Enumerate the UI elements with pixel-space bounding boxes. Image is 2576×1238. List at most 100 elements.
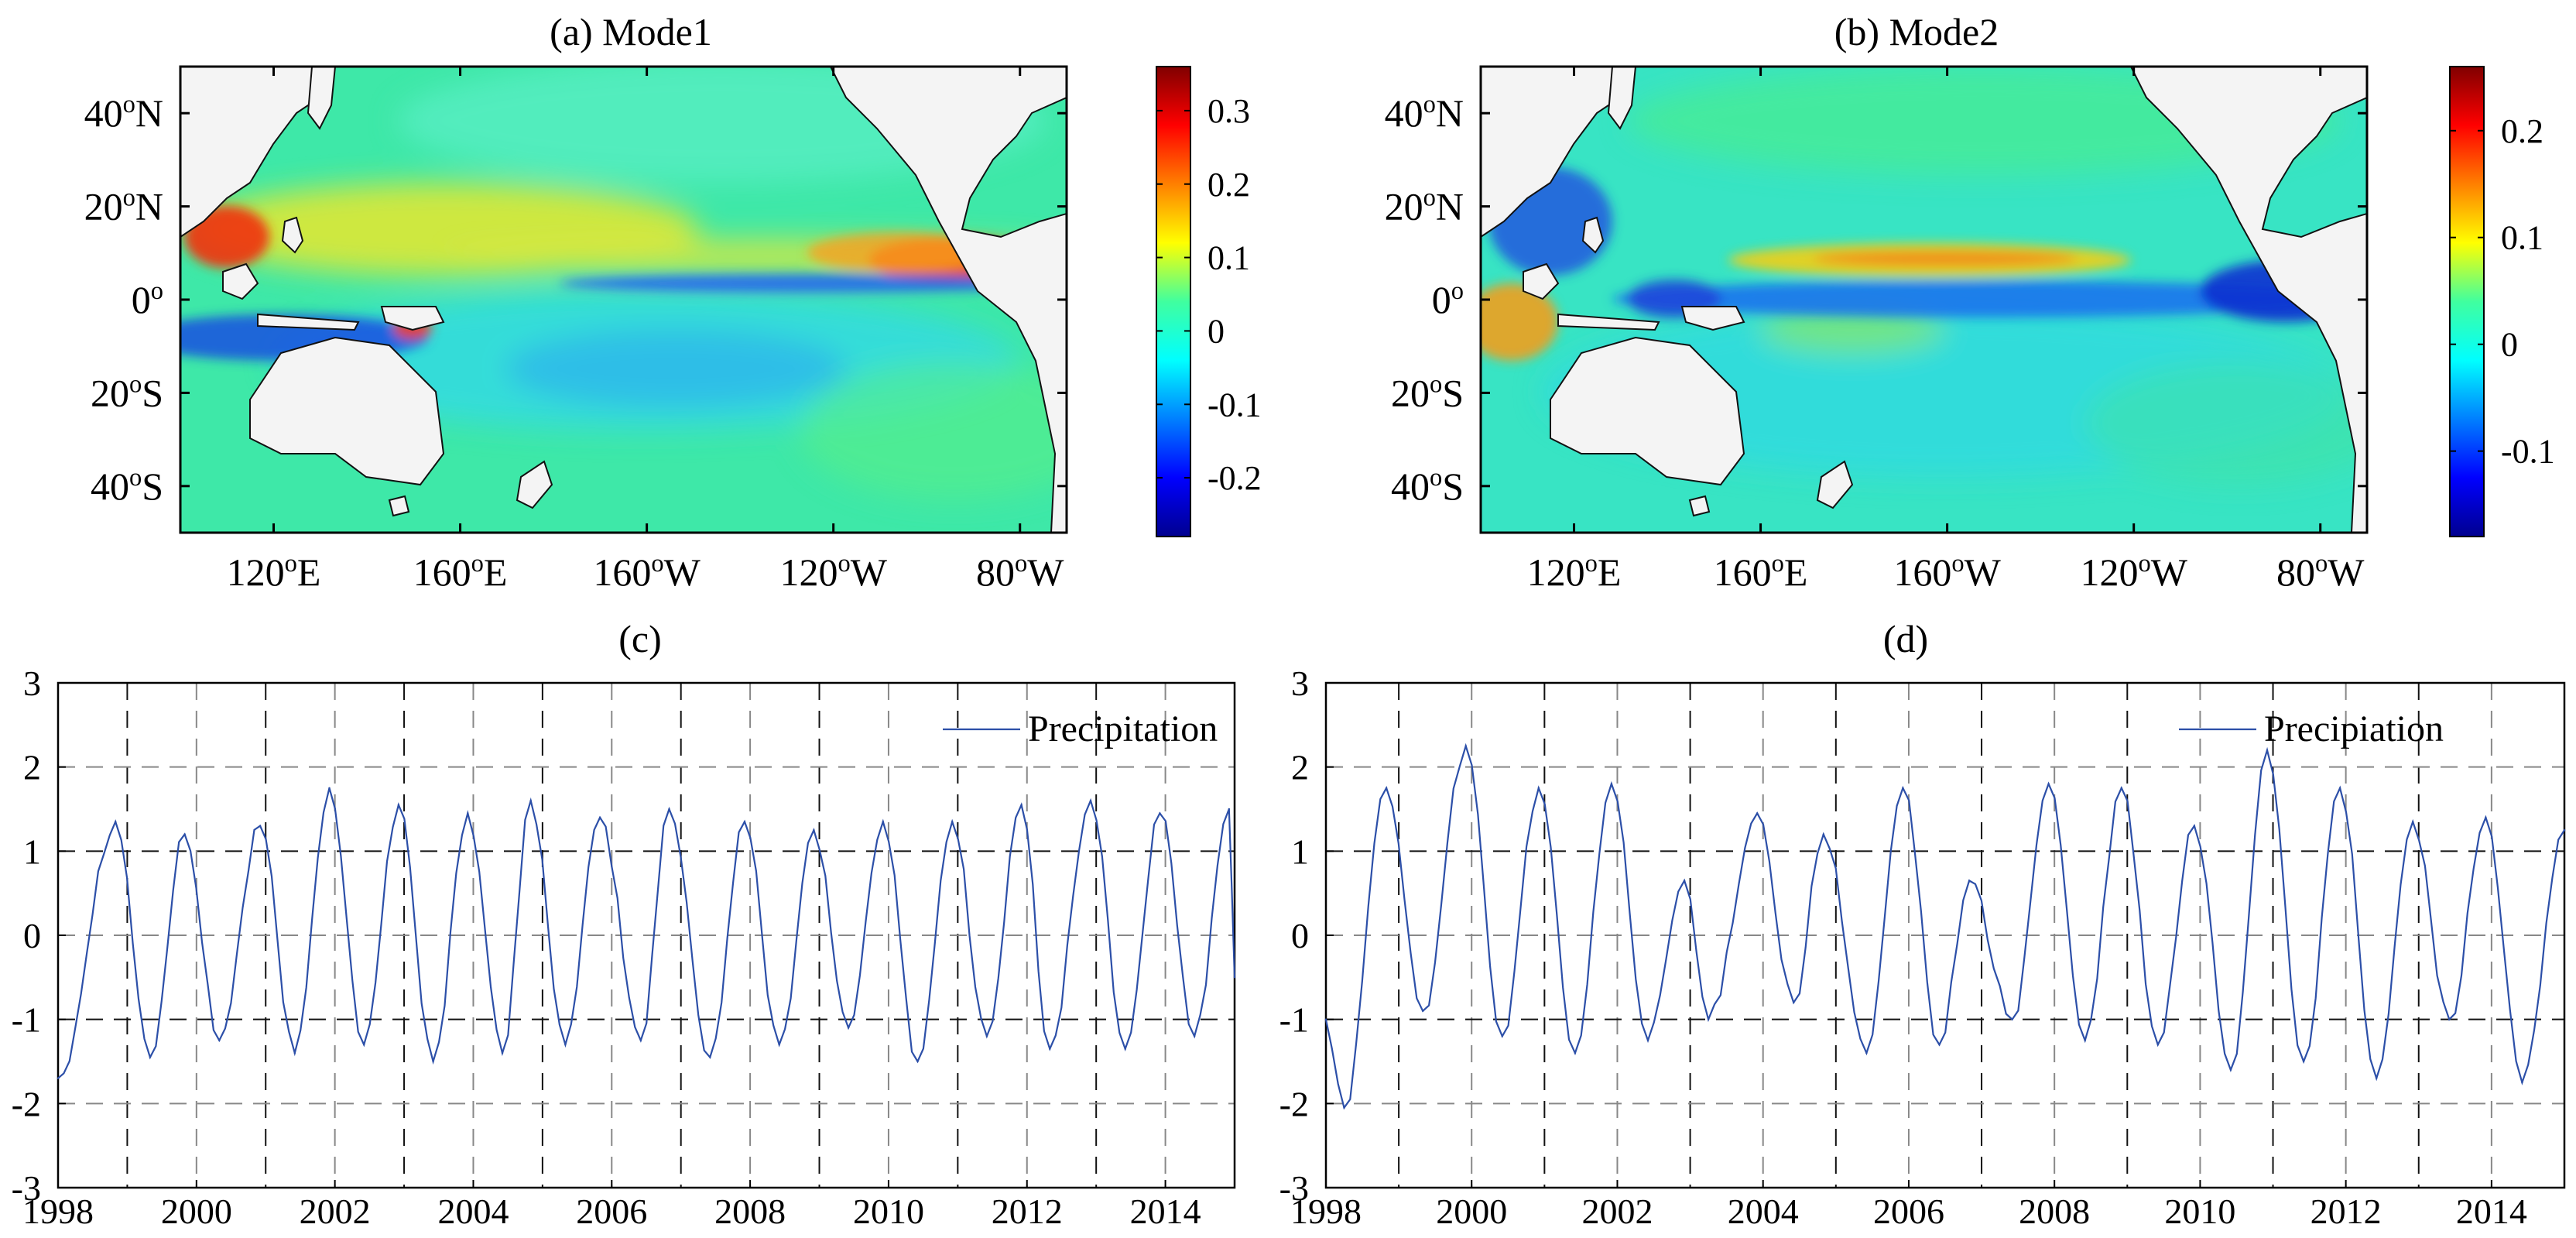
legend-label: Precipiation [2264,708,2444,749]
x-tick-label: 2004 [437,1192,509,1231]
y-tick-label: 2 [1291,748,1309,787]
data-point [709,1056,711,1058]
x-tick-label: 2004 [1728,1192,1799,1231]
lon-tick-label: 160oW [593,550,701,594]
y-tick-label: 1 [23,832,41,871]
data-point [1343,1106,1345,1109]
data-point [218,1039,221,1042]
data-point [1501,1035,1503,1037]
x-tick-label: 2012 [992,1192,1063,1231]
maritime-red-a [184,206,269,268]
x-tick-label: 2010 [853,1192,924,1231]
y-tick-label: 0 [1291,916,1309,955]
y-tick-label: -2 [12,1084,41,1123]
data-point [1537,787,1540,790]
data-point [432,1060,434,1063]
data-point [1324,1018,1327,1020]
colorbar-tick-label: 0.3 [1208,92,1250,130]
lon-tick-label: 120oE [1527,550,1622,594]
x-tick-label: 2014 [1130,1192,1201,1231]
lat-tick-label: 40oN [1385,91,1464,135]
legend: Precipitation [943,708,1218,749]
data-point [951,821,954,823]
land-a [180,67,1067,533]
map-a-ticks: 40oN 20oN 0o 20oS 40oS 120oE 160oE 160oW 120oW 80… [84,67,1067,594]
y-tick-label: -3 [12,1168,41,1208]
data-point [847,1027,850,1029]
east-orange-a [807,232,993,273]
lon-tick-label: 120oE [227,550,321,594]
data-point [1193,1035,1196,1037]
colorbar-tick-label: -0.2 [1208,459,1262,497]
data-point [1233,976,1236,979]
data-point [2412,821,2414,823]
legend-label: Precipitation [1028,708,1218,749]
lat-tick-label: 40oN [84,91,163,135]
data-point [2563,828,2566,832]
data-point [1124,1048,1126,1050]
lat-tick-label: 40oS [91,464,163,508]
data-point [1865,1051,1868,1055]
colorbar-a-ticks: 0.3 0.2 0.1 0 -0.1 -0.2 [1156,92,1262,497]
data-point [57,1077,60,1079]
data-point [259,825,262,827]
y-tick-label: 1 [1291,832,1309,871]
lat-tick-label: 20oS [91,370,163,414]
y-tick-label: -3 [1279,1168,1309,1208]
data-point [1756,812,1759,814]
x-tick-label: 1998 [22,1192,94,1231]
lon-tick-label: 120oW [2080,550,2187,594]
data-point [1793,1001,1795,1004]
data-point [2521,1081,2523,1084]
lon-tick-label: 160oE [413,550,508,594]
colorbar-tick-label: 0.2 [1208,166,1250,204]
colorbar-tick-label: -0.1 [1208,386,1262,424]
data-point [2047,783,2050,785]
data-point [743,821,746,823]
colorbar-b-ticks: 0.2 0.1 0 -0.1 [2450,112,2555,471]
data-point [529,799,532,802]
data-point [1464,745,1467,747]
x-tick-label: 2000 [161,1192,232,1231]
data-point [1646,1039,1649,1042]
data-point [2338,787,2341,790]
lat-tick-label: 20oS [1391,370,1464,414]
data-point [598,816,601,819]
data-point [1574,1051,1577,1055]
southeast-green-a [800,361,1067,500]
data-point [1049,1048,1051,1050]
data-point [501,1051,504,1055]
data-point [2084,1039,2086,1042]
colorbar-a-gradient [1156,66,1191,537]
data-point [639,1039,642,1042]
panel-b-title: (b) Mode2 [1834,10,1999,53]
y-tick-label: -1 [1279,1000,1309,1040]
data-point [1385,787,1388,790]
data-point [2485,816,2487,819]
map-b-ticks: 40oN 20oN 0o 20oS 40oS 120oE 160oE 160oW 120oW 80… [1385,67,2367,594]
panel-b: (b) Mode2 [1385,10,2555,594]
data-point [1159,812,1161,814]
y-tick-label: 3 [1291,664,1309,703]
data-point [778,1044,780,1046]
land-b [1481,67,2367,533]
south-blue-a [505,330,846,407]
panel-d-title: (d) [1883,617,1928,660]
lat-tick-label: 20oN [84,184,163,228]
data-point [363,1044,365,1046]
data-point [1228,808,1231,811]
data-point [2448,1018,2451,1020]
map-b: 40oN 20oN 0o 20oS 40oS 120oE 160oE 160oW 120oW 80… [1385,65,2369,594]
data-point [149,1056,152,1058]
data-point [1968,880,1971,882]
data-point [2011,1018,2013,1020]
data-point [2229,1068,2232,1072]
panel-a: (a) Mode1 [84,10,1262,594]
panel-a-title: (a) Mode1 [550,10,712,53]
data-point [183,833,186,835]
lon-tick-label: 80oW [2276,550,2365,594]
y-tick-label: 2 [23,748,41,787]
